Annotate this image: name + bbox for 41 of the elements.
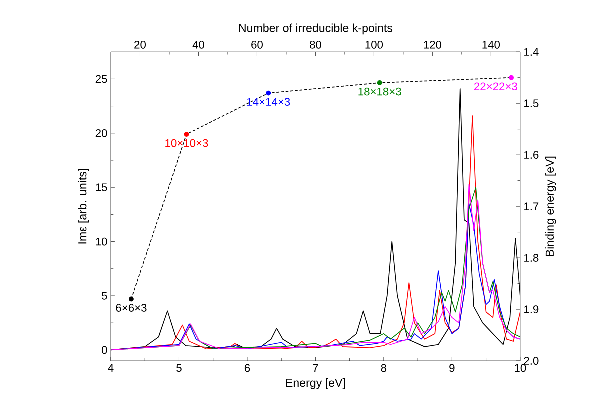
- annotation: 10×10×3: [166, 139, 208, 147]
- point: [129, 296, 134, 302]
- point: [184, 132, 190, 137]
- x-tick-label: 4: [108, 364, 114, 372]
- y-tick-label: 20: [96, 129, 108, 138]
- x-tick-label: 10: [515, 364, 526, 372]
- x-tick-label: 6: [244, 364, 250, 372]
- y-tick-label: 15: [96, 183, 108, 192]
- y2-tick-label: 1.8: [524, 254, 539, 262]
- x2-tick-label: 100: [366, 40, 384, 49]
- point: [509, 75, 514, 80]
- y2-axis-title: Binding energy [eV]: [546, 156, 556, 256]
- x2-tick-label: 140: [482, 40, 500, 49]
- annotation: 18×18×3: [358, 88, 402, 96]
- x-tick-label: 9: [450, 364, 455, 372]
- y-tick-label: 25: [96, 75, 108, 83]
- y2-tick-label: 1.7: [524, 202, 539, 210]
- point: [377, 80, 382, 86]
- y2-tick-label: 1.6: [524, 150, 539, 159]
- y2-tick-label: 1.9: [524, 305, 539, 314]
- x2-tick-label: 20: [134, 40, 146, 49]
- x2-tick-label: 40: [192, 40, 204, 49]
- x-tick-label: 8: [381, 364, 387, 372]
- y-axis-title: Imε [arb. units]: [78, 168, 89, 244]
- annotation: 6×6×3: [116, 304, 147, 312]
- point: [266, 90, 272, 96]
- y2-tick-label: 1.5: [524, 99, 539, 108]
- y2-tick-label: 1.4: [524, 48, 539, 56]
- y2-tick-label: 2.0: [524, 356, 539, 365]
- annotation: 14×14×3: [248, 98, 290, 106]
- x-tick-label: 5: [176, 364, 182, 372]
- x2-axis-title: Number of irreducible k-points: [239, 24, 393, 34]
- y-tick-label: 10: [96, 238, 108, 246]
- annotation: 22×22×3: [474, 82, 518, 90]
- x-tick-label: 7: [313, 364, 318, 372]
- x-axis-title: Energy [eV]: [286, 378, 346, 390]
- x2-tick-label: 80: [310, 40, 322, 49]
- y-tick-label: 5: [102, 292, 108, 300]
- y-tick-label: 0: [102, 346, 108, 354]
- x2-tick-label: 60: [252, 40, 263, 49]
- x2-tick-label: 120: [424, 40, 442, 49]
